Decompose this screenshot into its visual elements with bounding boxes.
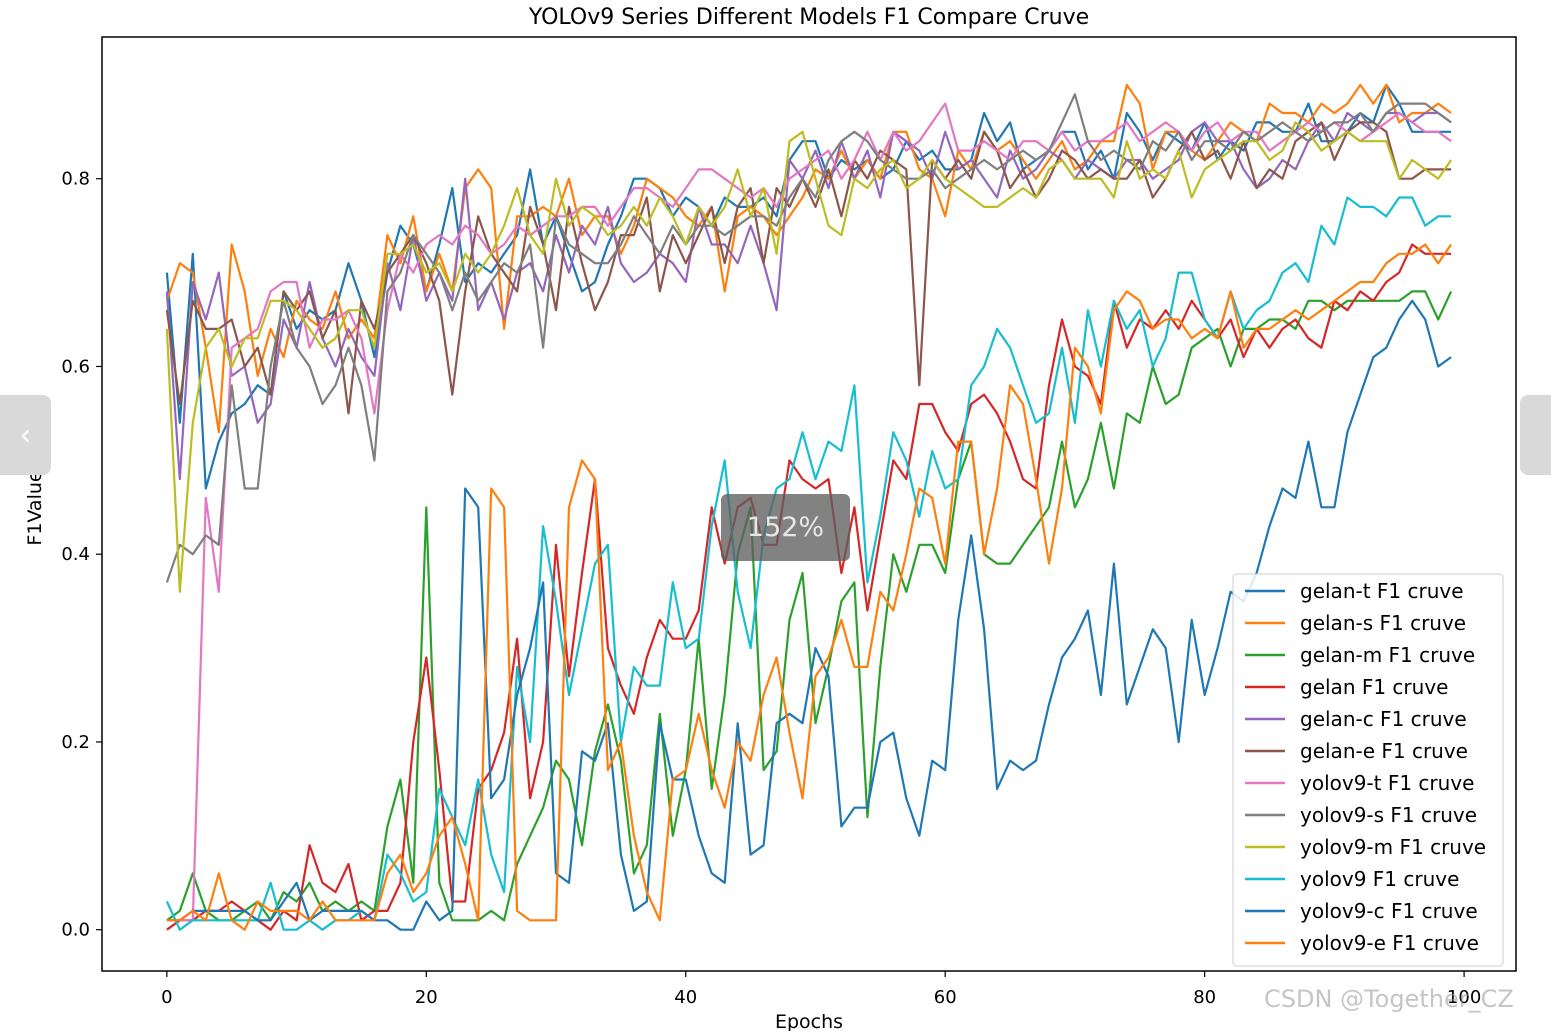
x-tick-label: 20	[415, 987, 438, 1008]
legend-label: yolov9 F1 cruve	[1300, 867, 1459, 891]
series-line-8	[165, 93, 1452, 583]
series-line-12	[166, 243, 1453, 931]
legend-label: yolov9-e F1 cruve	[1300, 931, 1479, 955]
legend-label: yolov9-m F1 cruve	[1300, 835, 1486, 859]
legend-label: gelan-e F1 cruve	[1300, 739, 1468, 763]
x-tick-label: 80	[1193, 987, 1216, 1008]
y-tick-label: 0.4	[61, 544, 90, 565]
y-tick-label: 0.6	[61, 356, 90, 377]
x-axis: 0 20 40 60 80 100	[161, 971, 1481, 1008]
y-tick-label: 0.2	[61, 732, 90, 753]
legend: gelan-t F1 cruve gelan-s F1 cruve gelan-m …	[1232, 573, 1504, 967]
series-line-4	[166, 243, 1452, 931]
y-tick-label: 0.8	[61, 169, 90, 190]
legend-label: yolov9-c F1 cruve	[1300, 899, 1478, 923]
x-tick-label: 60	[934, 987, 957, 1008]
plot-frame	[101, 36, 1517, 972]
y-tick-label: 0.0	[61, 920, 90, 941]
legend-label: yolov9-t F1 cruve	[1300, 771, 1474, 795]
series-line-9	[165, 121, 1453, 593]
x-tick-label: 0	[161, 987, 172, 1008]
x-axis-label: Epochs	[775, 1011, 843, 1031]
legend-label: yolov9-s F1 cruve	[1300, 803, 1477, 827]
chart-title: YOLOv9 Series Different Models F1 Compar…	[528, 5, 1089, 30]
legend-label: gelan F1 cruve	[1300, 675, 1448, 699]
series-line-10	[165, 196, 1452, 931]
watermark: CSDN @Together_CZ	[1264, 985, 1514, 1013]
y-axis-label: F1Value	[24, 470, 46, 545]
zoom-level-text: 152%	[746, 512, 825, 543]
legend-label: gelan-t F1 cruve	[1300, 579, 1464, 603]
x-tick-label: 40	[674, 987, 697, 1008]
zoom-level-badge: 152%	[721, 494, 850, 561]
series-line-2	[165, 83, 1452, 434]
next-image-button[interactable]	[1520, 395, 1551, 475]
previous-image-button[interactable]: ‹	[0, 395, 51, 475]
x-tick-label: 100	[1447, 987, 1481, 1008]
legend-label: gelan-m F1 cruve	[1300, 643, 1475, 667]
legend-box	[1232, 573, 1504, 967]
y-axis: 0.0 0.2 0.4 0.6 0.8	[61, 169, 102, 941]
series-line-3	[166, 290, 1453, 922]
chevron-left-icon: ‹	[19, 417, 32, 453]
legend-label: gelan-s F1 cruve	[1300, 611, 1466, 635]
legend-label: gelan-c F1 cruve	[1300, 707, 1467, 731]
